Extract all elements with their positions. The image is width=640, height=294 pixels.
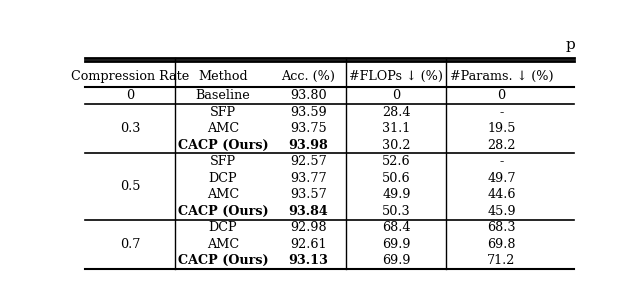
Text: -: - xyxy=(499,106,504,119)
Text: 44.6: 44.6 xyxy=(487,188,516,201)
Text: 0.5: 0.5 xyxy=(120,180,140,193)
Text: 0: 0 xyxy=(497,89,506,102)
Text: 30.2: 30.2 xyxy=(382,139,411,152)
Text: 69.8: 69.8 xyxy=(487,238,516,251)
Text: #Params. ↓ (%): #Params. ↓ (%) xyxy=(450,69,553,83)
Text: 31.1: 31.1 xyxy=(382,122,410,135)
Text: Baseline: Baseline xyxy=(196,89,250,102)
Text: Acc. (%): Acc. (%) xyxy=(282,69,335,83)
Text: 50.3: 50.3 xyxy=(382,205,411,218)
Text: 93.75: 93.75 xyxy=(290,122,327,135)
Text: 93.59: 93.59 xyxy=(290,106,327,119)
Text: CACP (Ours): CACP (Ours) xyxy=(178,254,268,267)
Text: 0.3: 0.3 xyxy=(120,122,140,135)
Text: 0.7: 0.7 xyxy=(120,238,140,251)
Text: p: p xyxy=(565,38,575,51)
Text: 49.7: 49.7 xyxy=(487,172,516,185)
Text: 93.77: 93.77 xyxy=(290,172,327,185)
Text: SFP: SFP xyxy=(210,155,236,168)
Text: 28.2: 28.2 xyxy=(487,139,516,152)
Text: AMC: AMC xyxy=(207,238,239,251)
Text: #FLOPs ↓ (%): #FLOPs ↓ (%) xyxy=(349,69,444,83)
Text: 93.13: 93.13 xyxy=(289,254,328,267)
Text: 49.9: 49.9 xyxy=(382,188,411,201)
Text: CACP (Ours): CACP (Ours) xyxy=(178,139,268,152)
Text: AMC: AMC xyxy=(207,122,239,135)
Text: 19.5: 19.5 xyxy=(487,122,516,135)
Text: Compression Rate: Compression Rate xyxy=(71,69,189,83)
Text: 28.4: 28.4 xyxy=(382,106,411,119)
Text: 93.98: 93.98 xyxy=(289,139,328,152)
Text: AMC: AMC xyxy=(207,188,239,201)
Text: Method: Method xyxy=(198,69,248,83)
Text: 93.80: 93.80 xyxy=(290,89,327,102)
Text: 69.9: 69.9 xyxy=(382,254,411,267)
Text: 92.57: 92.57 xyxy=(290,155,327,168)
Text: 69.9: 69.9 xyxy=(382,238,411,251)
Text: 71.2: 71.2 xyxy=(487,254,516,267)
Text: 0: 0 xyxy=(126,89,134,102)
Text: CACP (Ours): CACP (Ours) xyxy=(178,205,268,218)
Text: 93.84: 93.84 xyxy=(289,205,328,218)
Text: SFP: SFP xyxy=(210,106,236,119)
Text: -: - xyxy=(499,155,504,168)
Text: 45.9: 45.9 xyxy=(487,205,516,218)
Text: DCP: DCP xyxy=(209,172,237,185)
Text: 50.6: 50.6 xyxy=(382,172,411,185)
Text: DCP: DCP xyxy=(209,221,237,234)
Text: 68.3: 68.3 xyxy=(487,221,516,234)
Text: 68.4: 68.4 xyxy=(382,221,411,234)
Text: 93.57: 93.57 xyxy=(290,188,327,201)
Text: 0: 0 xyxy=(392,89,401,102)
Text: 92.98: 92.98 xyxy=(290,221,327,234)
Text: 92.61: 92.61 xyxy=(290,238,327,251)
Text: 52.6: 52.6 xyxy=(382,155,411,168)
